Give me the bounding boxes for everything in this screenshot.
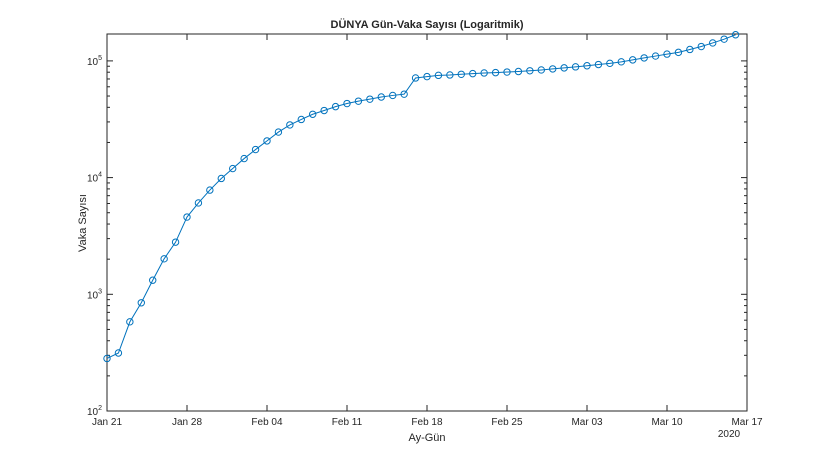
data-point bbox=[640, 54, 648, 62]
data-point bbox=[709, 39, 717, 47]
data-point bbox=[686, 45, 694, 54]
data-point bbox=[491, 68, 500, 77]
y-tick-label: 104 bbox=[87, 172, 102, 185]
data-point bbox=[331, 102, 340, 111]
data-point bbox=[389, 91, 397, 100]
data-point bbox=[423, 72, 431, 81]
x-axis-label: Ay-Gün bbox=[408, 432, 445, 444]
data-point bbox=[286, 121, 294, 129]
data-point bbox=[583, 62, 591, 70]
data-point bbox=[731, 31, 740, 39]
data-point bbox=[446, 71, 454, 79]
x-tick-label: Feb 04 bbox=[251, 417, 283, 428]
data-point bbox=[503, 68, 511, 76]
data-point bbox=[537, 66, 545, 74]
chart-title: DÜNYA Gün-Vaka Sayısı (Logaritmik) bbox=[331, 18, 524, 31]
x-tick-label: Mar 03 bbox=[571, 417, 603, 428]
data-point bbox=[103, 354, 111, 363]
data-point bbox=[309, 110, 317, 118]
data-point bbox=[377, 93, 385, 101]
data-point bbox=[354, 97, 363, 105]
data-point bbox=[457, 70, 465, 78]
data-point bbox=[126, 318, 134, 326]
series-line bbox=[103, 31, 740, 363]
data-point bbox=[629, 56, 637, 64]
data-point bbox=[663, 50, 671, 58]
data-point bbox=[606, 59, 614, 68]
y-tick-label: 105 bbox=[87, 55, 102, 68]
data-point bbox=[674, 48, 683, 57]
data-point bbox=[697, 42, 705, 51]
data-point bbox=[594, 60, 603, 69]
data-point bbox=[617, 58, 625, 66]
data-point bbox=[240, 154, 248, 163]
data-point bbox=[514, 67, 523, 76]
data-point bbox=[400, 90, 408, 98]
x-tick-label: Jan 21 bbox=[92, 417, 122, 428]
data-point bbox=[720, 35, 728, 43]
y-axis-label: Vaka Sayısı bbox=[77, 194, 89, 252]
data-point bbox=[560, 64, 568, 72]
y-tick-label: 103 bbox=[87, 288, 102, 301]
y-tick-label: 102 bbox=[87, 405, 102, 418]
data-point bbox=[549, 65, 557, 73]
data-point bbox=[160, 255, 168, 263]
data-point bbox=[434, 71, 443, 80]
data-point bbox=[183, 213, 191, 221]
data-point bbox=[217, 174, 225, 183]
x-tick-label: Feb 18 bbox=[411, 417, 443, 428]
data-point bbox=[206, 186, 214, 194]
data-point bbox=[194, 199, 203, 207]
x-tick-label: Feb 25 bbox=[491, 417, 523, 428]
x-tick-label: Feb 11 bbox=[332, 417, 363, 428]
data-point bbox=[171, 238, 180, 246]
data-point bbox=[251, 145, 260, 154]
data-point bbox=[137, 299, 145, 307]
data-point bbox=[149, 276, 157, 284]
x-year-label: 2020 bbox=[718, 429, 741, 440]
data-point bbox=[526, 67, 534, 75]
data-point bbox=[411, 74, 420, 82]
data-point bbox=[274, 128, 283, 136]
series-line-path bbox=[106, 34, 736, 359]
data-point bbox=[263, 137, 271, 145]
x-tick-label: Mar 10 bbox=[651, 417, 683, 428]
x-tick-label: Mar 17 bbox=[731, 417, 763, 428]
data-point bbox=[469, 69, 477, 78]
data-point bbox=[366, 95, 374, 103]
data-point bbox=[571, 63, 580, 71]
data-point bbox=[229, 164, 237, 173]
data-point bbox=[651, 52, 660, 60]
data-point bbox=[114, 349, 123, 357]
data-point bbox=[343, 99, 351, 108]
x-tick-label: Jan 28 bbox=[172, 417, 202, 428]
data-point bbox=[297, 115, 305, 124]
data-point bbox=[480, 69, 488, 77]
data-point bbox=[320, 106, 328, 115]
plot-box bbox=[106, 33, 748, 412]
axes: Jan 21 Jan 28 Feb 04 Feb 11 Feb 18 Feb 25 Mar … bbox=[87, 33, 763, 428]
